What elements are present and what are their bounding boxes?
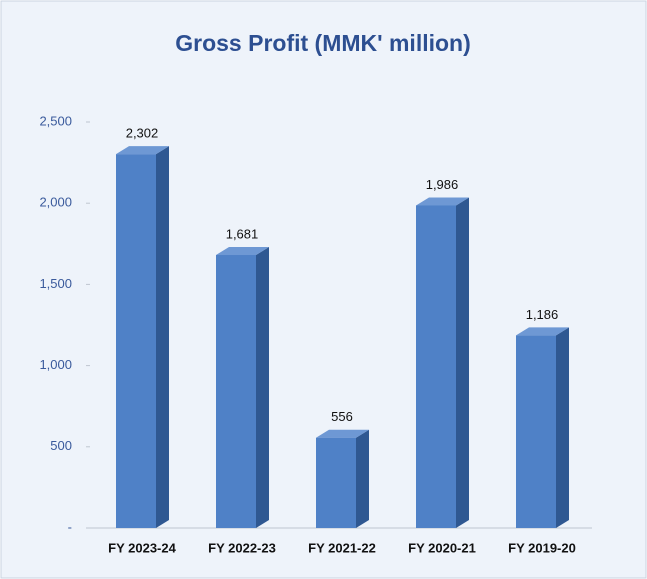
value-label: 1,186 <box>526 307 559 322</box>
bar-top <box>116 146 169 155</box>
bar-side <box>256 247 269 528</box>
x-tick-label: FY 2020-21 <box>408 540 476 555</box>
bar-top <box>316 429 369 438</box>
bar-side <box>456 197 469 528</box>
value-label: 556 <box>331 409 353 424</box>
x-tick-label: FY 2019-20 <box>508 540 576 555</box>
value-label: 2,302 <box>126 126 159 141</box>
bar-side <box>356 429 369 528</box>
y-tick-label: - <box>68 519 72 534</box>
y-tick-label: 2,500 <box>39 113 72 128</box>
y-tick-label: 2,000 <box>39 195 72 210</box>
bar <box>316 437 356 528</box>
bar <box>216 255 256 528</box>
y-tick-label: 1,000 <box>39 357 72 372</box>
bar-top <box>416 197 469 206</box>
bar-side <box>156 146 169 528</box>
value-label: 1,986 <box>426 177 459 192</box>
bar-side <box>556 327 569 528</box>
bar-top <box>216 247 269 256</box>
x-tick-label: FY 2023-24 <box>108 540 176 555</box>
y-tick-label: 500 <box>50 438 72 453</box>
bar <box>116 154 156 528</box>
chart-title: Gross Profit (MMK' million) <box>175 30 471 56</box>
bar <box>416 205 456 528</box>
x-tick-label: FY 2021-22 <box>308 540 376 555</box>
value-label: 1,681 <box>226 226 259 241</box>
bar <box>516 335 556 528</box>
x-tick-label: FY 2022-23 <box>208 540 276 555</box>
bar-top <box>516 327 569 336</box>
y-tick-label: 1,500 <box>39 276 72 291</box>
